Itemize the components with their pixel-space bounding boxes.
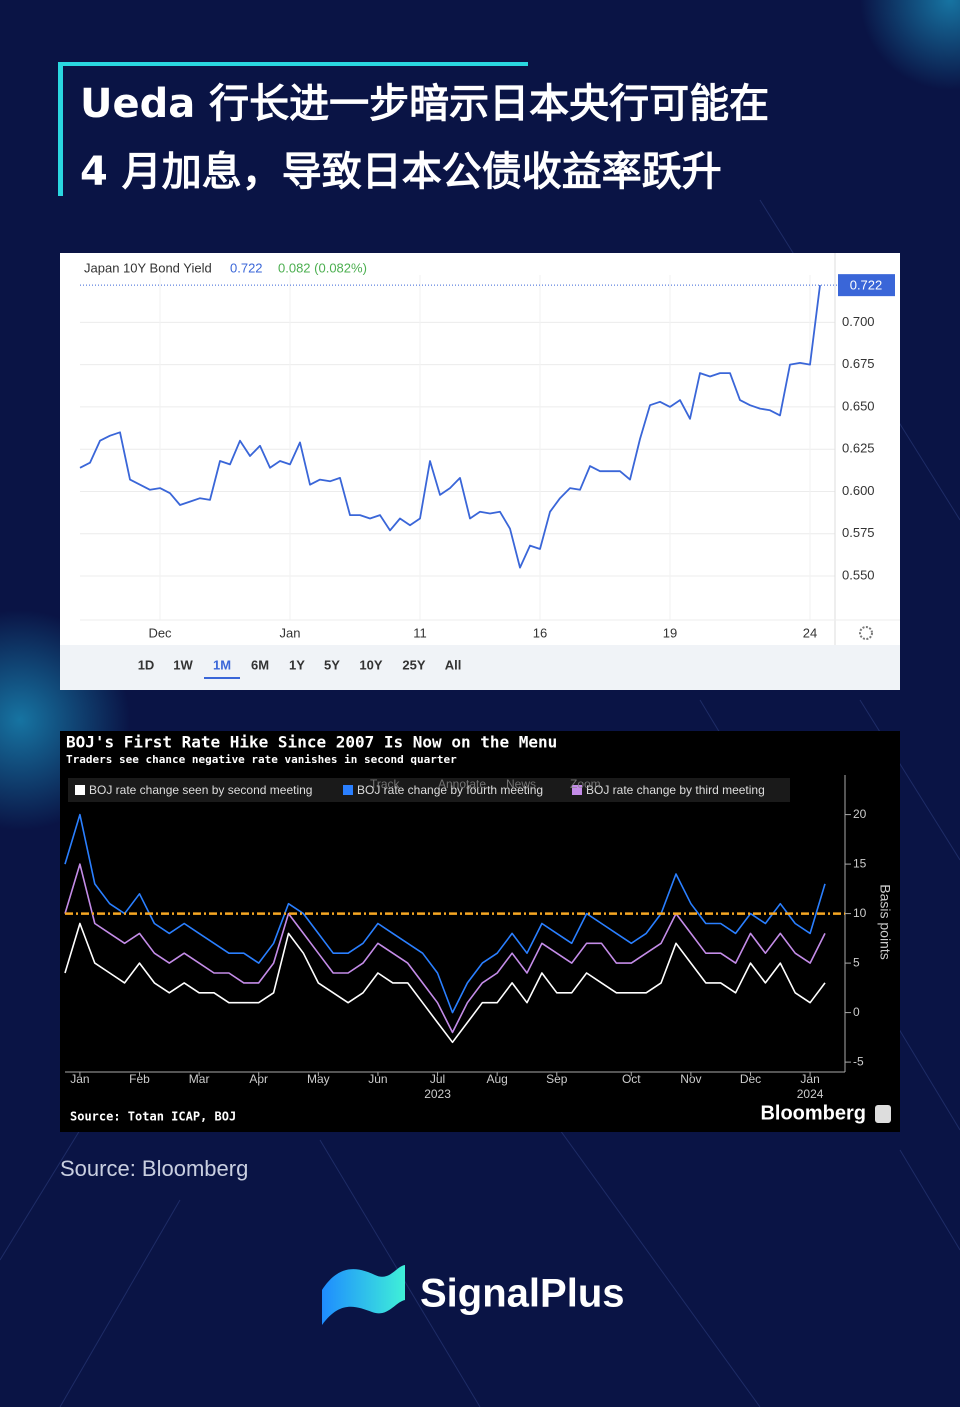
settings-icon[interactable]: [859, 626, 873, 640]
legend-label: BOJ rate change by third meeting: [586, 783, 765, 797]
x-tick-label: Aug: [486, 1072, 507, 1086]
y-tick-label: 5: [853, 955, 860, 969]
last-value: 0.722: [230, 260, 263, 275]
range-button[interactable]: 10Y: [359, 657, 382, 672]
x-tick-label: Sep: [546, 1072, 568, 1086]
change: 0.082 (0.082%): [278, 260, 367, 275]
range-button[interactable]: All: [445, 657, 462, 672]
y-tick-label: 20: [853, 807, 867, 821]
toolbar-button[interactable]: Annotate: [438, 777, 486, 791]
x-tick-label: Dec: [740, 1072, 761, 1086]
x-tick-label: Nov: [680, 1072, 701, 1086]
x-tick-label: Jan: [800, 1072, 819, 1086]
x-tick-label: 19: [663, 625, 677, 640]
title: 4 月加息，导致日本公债收益率跃升: [80, 149, 722, 195]
x-tick-sublabel: 2024: [797, 1087, 824, 1101]
title-frame: [58, 62, 528, 196]
x-tick-label: Jan: [280, 625, 301, 640]
data-line: [79, 284, 821, 569]
x-tick-label: 16: [533, 625, 547, 640]
y-tick-label: -5: [853, 1054, 864, 1068]
toolbar-button[interactable]: Track: [370, 777, 401, 791]
price-tag: [838, 274, 895, 297]
y-tick-label: 0: [853, 1005, 860, 1019]
data-line: [64, 863, 826, 1034]
chart-title: BOJ's First Rate Hike Since 2007 Is Now …: [66, 733, 557, 752]
legend-label: BOJ rate change by fourth meeting: [357, 783, 543, 797]
brand: SignalPlus: [420, 1272, 625, 1316]
legend-title: Japan 10Y Bond Yield: [84, 260, 212, 275]
legend-swatch: [343, 785, 353, 795]
chart-panel: [60, 253, 900, 690]
y-tick-label: 0.625: [842, 441, 875, 456]
y-tick-label: 0.700: [842, 314, 875, 329]
glow: [860, 0, 960, 90]
y-tick-label: 0.550: [842, 567, 875, 582]
x-tick-label: Feb: [129, 1072, 150, 1086]
toolbar-button[interactable]: News: [506, 777, 536, 791]
y-tick-label: 0.650: [842, 398, 875, 413]
range-button[interactable]: 1W: [173, 657, 193, 672]
y-axis-label: Basis points: [877, 884, 893, 959]
range-button[interactable]: 1M: [213, 657, 231, 672]
source: Source: Bloomberg: [60, 1156, 248, 1181]
range-button[interactable]: 1D: [138, 657, 155, 672]
x-tick-label: 11: [413, 625, 427, 640]
y-tick-label: 15: [853, 856, 867, 870]
toolbar-button[interactable]: Zoom: [570, 777, 601, 791]
x-tick-label: May: [307, 1072, 330, 1086]
title: Ueda 行长进一步暗示日本央行可能在: [80, 81, 769, 127]
chart-subtitle: Traders see chance negative rate vanishe…: [66, 753, 457, 766]
x-tick-label: Oct: [622, 1072, 641, 1086]
y-tick-label: 0.675: [842, 356, 875, 371]
chart-brand: Bloomberg: [760, 1102, 866, 1124]
x-tick-label: Jul: [430, 1072, 445, 1086]
legend-label: BOJ rate change seen by second meeting: [89, 783, 312, 797]
y-tick-label: 0.575: [842, 525, 875, 540]
range-button[interactable]: 5Y: [324, 657, 340, 672]
legend-swatch: [75, 785, 85, 795]
legend-swatch: [572, 785, 582, 795]
x-tick-label: Jun: [368, 1072, 387, 1086]
x-tick-label: 24: [803, 625, 817, 640]
x-tick-label: Dec: [148, 625, 172, 640]
range-button[interactable]: 6M: [251, 657, 269, 672]
y-tick-label: 10: [853, 906, 867, 920]
brand-icon: [875, 1105, 891, 1123]
legend-box: [68, 778, 790, 802]
data-line: [64, 813, 826, 1014]
range-button[interactable]: 25Y: [402, 657, 425, 672]
chart-source: Source: Totan ICAP, BOJ: [70, 1110, 236, 1124]
range-button[interactable]: 1Y: [289, 657, 305, 672]
range-bar: [60, 645, 900, 690]
x-tick-label: Mar: [189, 1072, 210, 1086]
x-tick-label: Jan: [70, 1072, 89, 1086]
y-tick-label: 0.600: [842, 483, 875, 498]
data-line: [64, 922, 826, 1044]
x-tick-sublabel: 2023: [424, 1087, 451, 1101]
price-tag-label: 0.722: [850, 278, 883, 293]
x-tick-label: Apr: [249, 1072, 268, 1086]
logo: [322, 1265, 405, 1325]
